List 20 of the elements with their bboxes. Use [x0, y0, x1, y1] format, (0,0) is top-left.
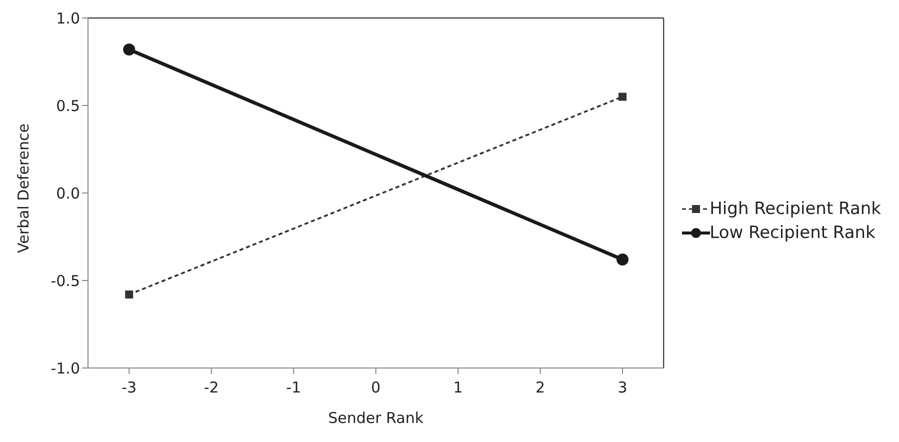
y-tick-label: 1.0 [56, 9, 80, 28]
y-tick-label: -1.0 [50, 359, 80, 378]
point [618, 92, 627, 101]
x-tick-label: 3 [618, 378, 628, 397]
legend-label: High Recipient Rank [710, 198, 881, 218]
y-tick-label: -0.5 [50, 272, 80, 290]
x-tick-label: 0 [371, 378, 381, 397]
point [616, 254, 629, 266]
x-tick-label: 1 [453, 378, 463, 397]
y-tick-label: 0.5 [56, 96, 80, 115]
x-axis-title: Sender Rank [328, 409, 424, 427]
x-tick-label: 2 [536, 378, 546, 397]
x-tick-label: -2 [204, 378, 219, 397]
x-tick-label: -3 [122, 378, 137, 397]
legend-label: Low Recipient Rank [710, 222, 876, 242]
y-axis-title: Verbal Deference [14, 124, 32, 253]
x-tick-label: -1 [286, 378, 302, 397]
point [125, 290, 134, 298]
point [123, 44, 136, 56]
y-tick-label: 0.0 [56, 184, 80, 202]
